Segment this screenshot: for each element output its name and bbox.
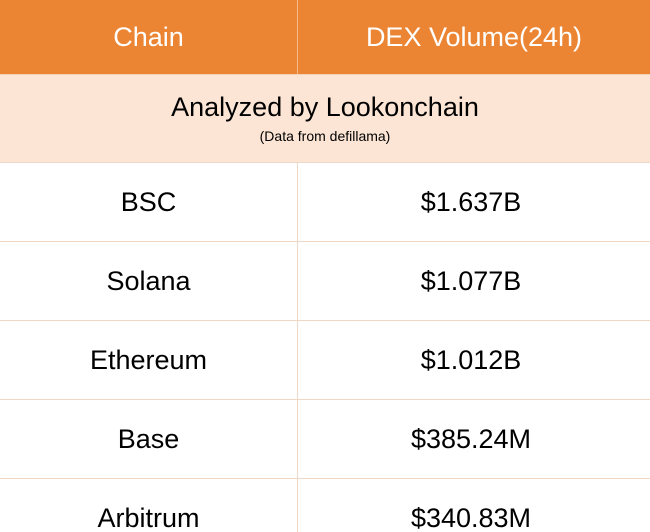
- chain-cell: Solana: [0, 242, 298, 320]
- volume-cell: $1.077B: [420, 265, 522, 296]
- volume-cell: $340.83M: [410, 502, 532, 532]
- table-row: Arbitrum $340.83M: [0, 479, 650, 532]
- chain-column-header: Chain: [0, 0, 298, 74]
- caption-subtitle: (Data from defillama): [259, 127, 391, 144]
- table-row: Ethereum $1.012B: [0, 321, 650, 400]
- table-row: Base $385.24M: [0, 400, 650, 479]
- volume-cell: $1.012B: [420, 344, 522, 375]
- volume-cell: $1.637B: [420, 186, 522, 217]
- dex-volume-column-header: DEX Volume(24h): [365, 21, 583, 52]
- chain-cell: Ethereum: [0, 321, 298, 399]
- caption-title: Analyzed by Lookonchain: [171, 91, 479, 122]
- table-row: Solana $1.077B: [0, 242, 650, 321]
- chain-cell: BSC: [0, 163, 298, 241]
- chain-cell: Arbitrum: [0, 479, 298, 532]
- chain-cell: Base: [0, 400, 298, 478]
- table-header-row: Chain DEX Volume(24h): [0, 0, 650, 75]
- table-row: BSC $1.637B: [0, 163, 650, 242]
- volume-cell: $385.24M: [410, 423, 532, 454]
- table-caption: Analyzed by Lookonchain (Data from defil…: [0, 75, 650, 163]
